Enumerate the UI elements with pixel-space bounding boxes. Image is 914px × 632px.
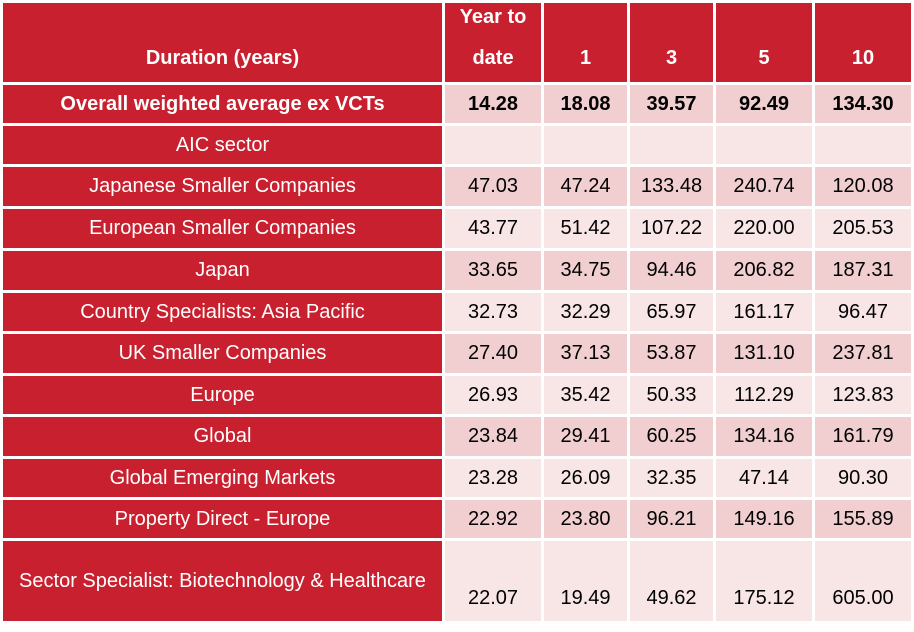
cell-3y: 94.46 — [630, 251, 713, 290]
cell-3y: 60.25 — [630, 417, 713, 456]
cell-ytd: 27.40 — [445, 334, 541, 373]
overall-3y: 39.57 — [630, 85, 713, 123]
section-empty-cell — [630, 126, 713, 164]
overall-1y: 18.08 — [544, 85, 627, 123]
row-label: Europe — [3, 376, 442, 414]
cell-1y: 29.41 — [544, 417, 627, 456]
table-row: UK Smaller Companies 27.40 37.13 53.87 1… — [3, 334, 911, 373]
cell-1y: 19.49 — [544, 541, 627, 621]
cell-3y: 133.48 — [630, 167, 713, 206]
cell-3y: 32.35 — [630, 459, 713, 497]
cell-1y: 37.13 — [544, 334, 627, 373]
section-empty-cell — [815, 126, 911, 164]
row-label: Global Emerging Markets — [3, 459, 442, 497]
cell-ytd: 23.28 — [445, 459, 541, 497]
cell-10y: 123.83 — [815, 376, 911, 414]
table-row: Country Specialists: Asia Pacific 32.73 … — [3, 293, 911, 331]
section-empty-cell — [716, 126, 812, 164]
section-label: AIC sector — [3, 126, 442, 164]
row-label: Country Specialists: Asia Pacific — [3, 293, 442, 331]
cell-ytd: 32.73 — [445, 293, 541, 331]
cell-3y: 50.33 — [630, 376, 713, 414]
cell-ytd: 47.03 — [445, 167, 541, 206]
cell-5y: 220.00 — [716, 209, 812, 248]
table-row: Japan 33.65 34.75 94.46 206.82 187.31 — [3, 251, 911, 290]
cell-1y: 26.09 — [544, 459, 627, 497]
table-row: Global 23.84 29.41 60.25 134.16 161.79 — [3, 417, 911, 456]
cell-3y: 65.97 — [630, 293, 713, 331]
row-label: UK Smaller Companies — [3, 334, 442, 373]
cell-10y: 90.30 — [815, 459, 911, 497]
cell-5y: 131.10 — [716, 334, 812, 373]
cell-10y: 205.53 — [815, 209, 911, 248]
table-row: Property Direct - Europe 22.92 23.80 96.… — [3, 500, 911, 538]
cell-10y: 187.31 — [815, 251, 911, 290]
cell-1y: 34.75 — [544, 251, 627, 290]
row-label: Japanese Smaller Companies — [3, 167, 442, 206]
cell-10y: 155.89 — [815, 500, 911, 538]
cell-10y: 96.47 — [815, 293, 911, 331]
overall-10y: 134.30 — [815, 85, 911, 123]
performance-table: Duration (years) Year to date 1 3 5 10 O… — [3, 3, 911, 624]
cell-ytd: 26.93 — [445, 376, 541, 414]
cell-ytd: 43.77 — [445, 209, 541, 248]
header-10-year: 10 — [815, 3, 911, 82]
cell-1y: 23.80 — [544, 500, 627, 538]
cell-1y: 32.29 — [544, 293, 627, 331]
header-3-year: 3 — [630, 3, 713, 82]
cell-1y: 51.42 — [544, 209, 627, 248]
cell-1y: 47.24 — [544, 167, 627, 206]
cell-10y: 605.00 — [815, 541, 911, 621]
cell-5y: 175.12 — [716, 541, 812, 621]
cell-3y: 96.21 — [630, 500, 713, 538]
cell-5y: 112.29 — [716, 376, 812, 414]
row-label: Japan — [3, 251, 442, 290]
header-row: Duration (years) Year to date 1 3 5 10 — [3, 3, 911, 82]
cell-5y: 47.14 — [716, 459, 812, 497]
cell-5y: 134.16 — [716, 417, 812, 456]
header-duration: Duration (years) — [3, 3, 442, 82]
cell-ytd: 23.84 — [445, 417, 541, 456]
cell-10y: 237.81 — [815, 334, 911, 373]
cell-ytd: 22.92 — [445, 500, 541, 538]
table-row: Europe 26.93 35.42 50.33 112.29 123.83 — [3, 376, 911, 414]
cell-3y: 53.87 — [630, 334, 713, 373]
row-label: Global — [3, 417, 442, 456]
table-row: Sector Specialist: Biotechnology & Healt… — [3, 541, 911, 621]
header-year-to-date: Year to date — [445, 3, 541, 82]
row-label: Property Direct - Europe — [3, 500, 442, 538]
cell-ytd: 22.07 — [445, 541, 541, 621]
cell-1y: 35.42 — [544, 376, 627, 414]
section-row: AIC sector — [3, 126, 911, 164]
overall-label: Overall weighted average ex VCTs — [3, 85, 442, 123]
cell-3y: 107.22 — [630, 209, 713, 248]
section-empty-cell — [544, 126, 627, 164]
cell-5y: 161.17 — [716, 293, 812, 331]
cell-5y: 149.16 — [716, 500, 812, 538]
section-empty-cell — [445, 126, 541, 164]
header-1-year: 1 — [544, 3, 627, 82]
cell-10y: 120.08 — [815, 167, 911, 206]
cell-10y: 161.79 — [815, 417, 911, 456]
row-label: Sector Specialist: Biotechnology & Healt… — [3, 541, 442, 621]
cell-5y: 206.82 — [716, 251, 812, 290]
table-row: Japanese Smaller Companies 47.03 47.24 1… — [3, 167, 911, 206]
header-5-year: 5 — [716, 3, 812, 82]
cell-ytd: 33.65 — [445, 251, 541, 290]
overall-5y: 92.49 — [716, 85, 812, 123]
row-label: European Smaller Companies — [3, 209, 442, 248]
table-row: European Smaller Companies 43.77 51.42 1… — [3, 209, 911, 248]
cell-3y: 49.62 — [630, 541, 713, 621]
overall-ytd: 14.28 — [445, 85, 541, 123]
overall-row: Overall weighted average ex VCTs 14.28 1… — [3, 85, 911, 123]
cell-5y: 240.74 — [716, 167, 812, 206]
table-row: Global Emerging Markets 23.28 26.09 32.3… — [3, 459, 911, 497]
